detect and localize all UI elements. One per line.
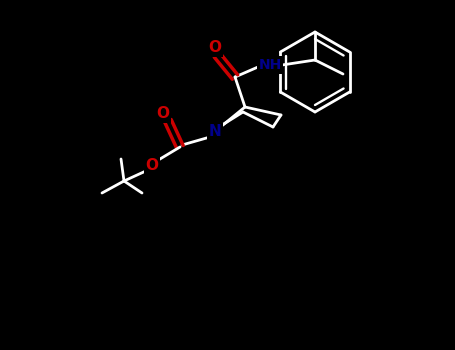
Text: NH: NH [258,58,282,72]
Text: N: N [209,125,222,140]
Text: O: O [146,158,158,173]
Text: O: O [208,41,222,56]
Text: O: O [157,106,170,121]
